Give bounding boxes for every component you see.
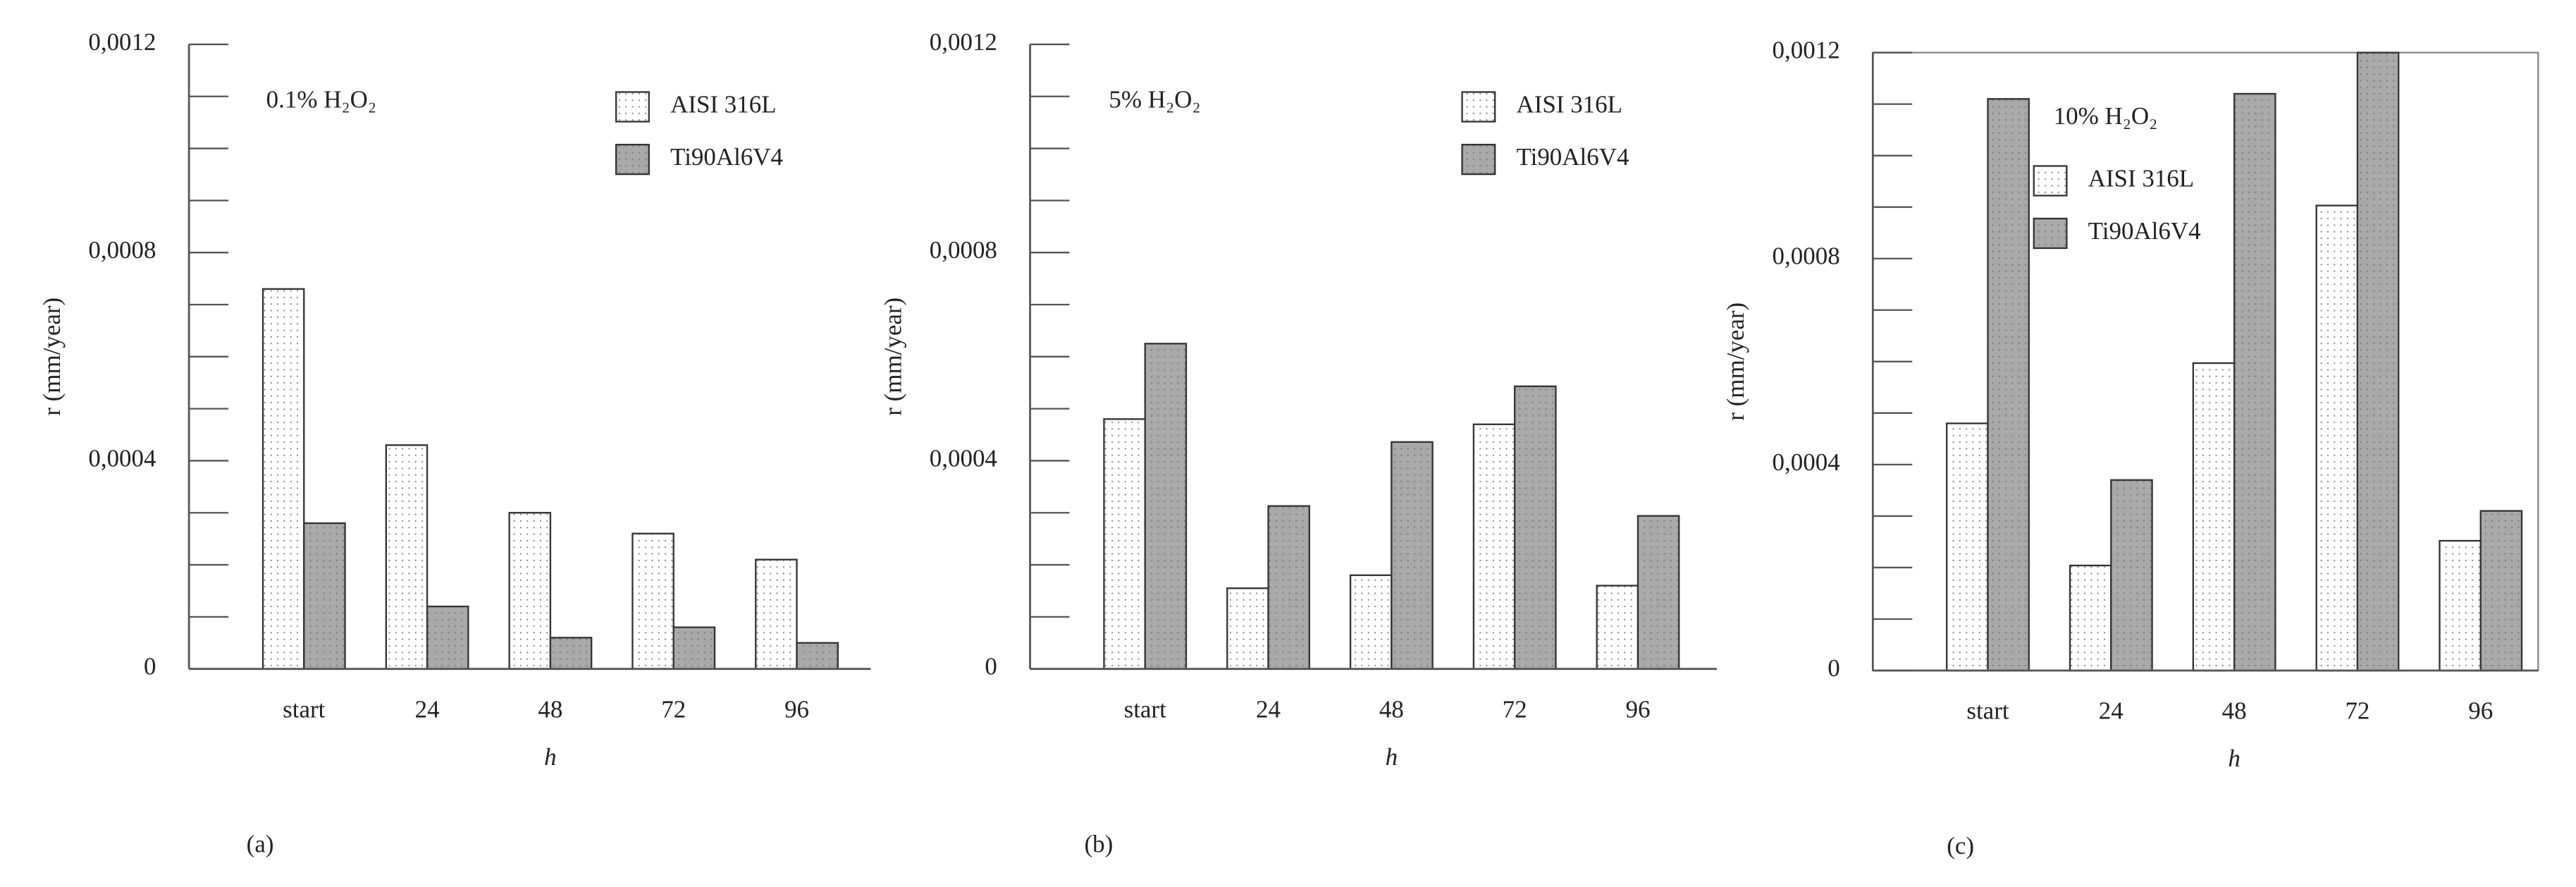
bar xyxy=(796,642,839,670)
legend-swatch xyxy=(615,143,650,176)
panel-label: (a) xyxy=(247,830,274,857)
x-tick-label: start xyxy=(283,695,325,723)
y-tick-label: 0 xyxy=(985,653,997,680)
legend-label: Ti90Al6V4 xyxy=(2088,217,2201,245)
x-tick-label: 72 xyxy=(2345,697,2369,725)
y-tick-label: 0,0012 xyxy=(1773,37,1840,64)
y-tick-label: 0,0004 xyxy=(1773,448,1840,476)
bar xyxy=(2192,362,2236,672)
bar xyxy=(549,637,593,670)
y-tick-label: 0,0008 xyxy=(930,236,997,264)
y-tick-label: 0,0008 xyxy=(1773,243,1840,270)
bar xyxy=(1514,385,1557,670)
annotation: 5% H₂O₂ xyxy=(1109,86,1200,114)
x-tick-label: 72 xyxy=(661,695,686,723)
legend-swatch xyxy=(615,91,650,123)
panel-label: (b) xyxy=(1084,830,1113,857)
bar xyxy=(508,512,552,670)
legend-label: AISI 316L xyxy=(670,91,776,118)
bar xyxy=(1946,422,1989,672)
bar xyxy=(2479,510,2523,672)
annotation: 0.1% H₂O₂ xyxy=(266,86,376,114)
bar xyxy=(1226,587,1269,670)
x-tick-label: 48 xyxy=(538,695,562,723)
bar xyxy=(385,444,429,670)
y-tick-label: 0,0004 xyxy=(930,444,997,472)
bar xyxy=(1596,585,1639,670)
bar xyxy=(1349,574,1393,670)
x-tick-label: 96 xyxy=(2468,697,2493,725)
x-tick-label: 96 xyxy=(1626,695,1651,723)
bar xyxy=(426,605,469,670)
x-axis-label: h xyxy=(2228,745,2240,772)
y-tick-label: 0,0012 xyxy=(930,28,997,56)
legend-swatch xyxy=(1461,91,1496,123)
bar xyxy=(631,532,674,670)
x-tick-label: 72 xyxy=(1503,695,1527,723)
x-tick-label: start xyxy=(1124,695,1166,723)
x-axis-label: h xyxy=(1386,743,1398,771)
bar xyxy=(2233,92,2276,672)
bar xyxy=(1103,418,1146,670)
y-tick-label: 0 xyxy=(144,653,156,680)
legend-label: Ti90Al6V4 xyxy=(670,143,783,171)
bar xyxy=(1637,515,1680,670)
y-tick-label: 0,0012 xyxy=(88,28,156,56)
y-tick-label: 0 xyxy=(1828,654,1839,682)
x-tick-label: 48 xyxy=(1379,695,1404,723)
y-axis-label: r (mm/year) xyxy=(1722,302,1749,421)
y-tick-label: 0,0008 xyxy=(88,236,156,264)
bar xyxy=(303,522,346,670)
bar xyxy=(1472,423,1516,670)
legend-swatch xyxy=(1461,143,1496,176)
panel-label: (c) xyxy=(1947,832,1974,860)
y-axis-label: r (mm/year) xyxy=(38,298,66,416)
bar xyxy=(1987,98,2030,672)
y-tick-label: 0,0004 xyxy=(88,444,156,472)
legend-label: AISI 316L xyxy=(2088,164,2194,192)
x-tick-label: 24 xyxy=(2099,697,2124,725)
bar xyxy=(2110,479,2153,672)
bar xyxy=(261,288,305,670)
bar xyxy=(755,558,798,670)
y-axis-label: r (mm/year) xyxy=(879,298,906,416)
legend-label: AISI 316L xyxy=(1516,91,1622,118)
bar xyxy=(2356,51,2400,672)
bar xyxy=(1391,441,1434,670)
bar xyxy=(2439,539,2482,672)
x-axis-label: h xyxy=(544,743,556,771)
x-tick-label: start xyxy=(1966,697,2009,725)
legend-label: Ti90Al6V4 xyxy=(1516,143,1629,171)
bar xyxy=(1267,505,1310,670)
bar xyxy=(672,626,716,670)
legend-swatch xyxy=(2033,217,2068,250)
bar xyxy=(1144,343,1188,670)
x-tick-label: 48 xyxy=(2222,697,2247,725)
legend-swatch xyxy=(2033,165,2068,197)
annotation: 10% H₂O₂ xyxy=(2054,102,2158,130)
x-tick-label: 24 xyxy=(1256,695,1281,723)
x-tick-label: 24 xyxy=(415,695,440,723)
x-tick-label: 96 xyxy=(784,695,809,723)
bar xyxy=(2315,204,2359,672)
bar xyxy=(2069,564,2112,672)
